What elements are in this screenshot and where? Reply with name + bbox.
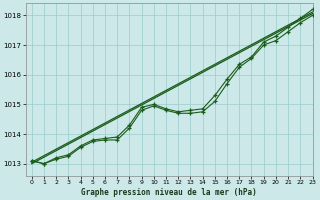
X-axis label: Graphe pression niveau de la mer (hPa): Graphe pression niveau de la mer (hPa) — [81, 188, 257, 197]
